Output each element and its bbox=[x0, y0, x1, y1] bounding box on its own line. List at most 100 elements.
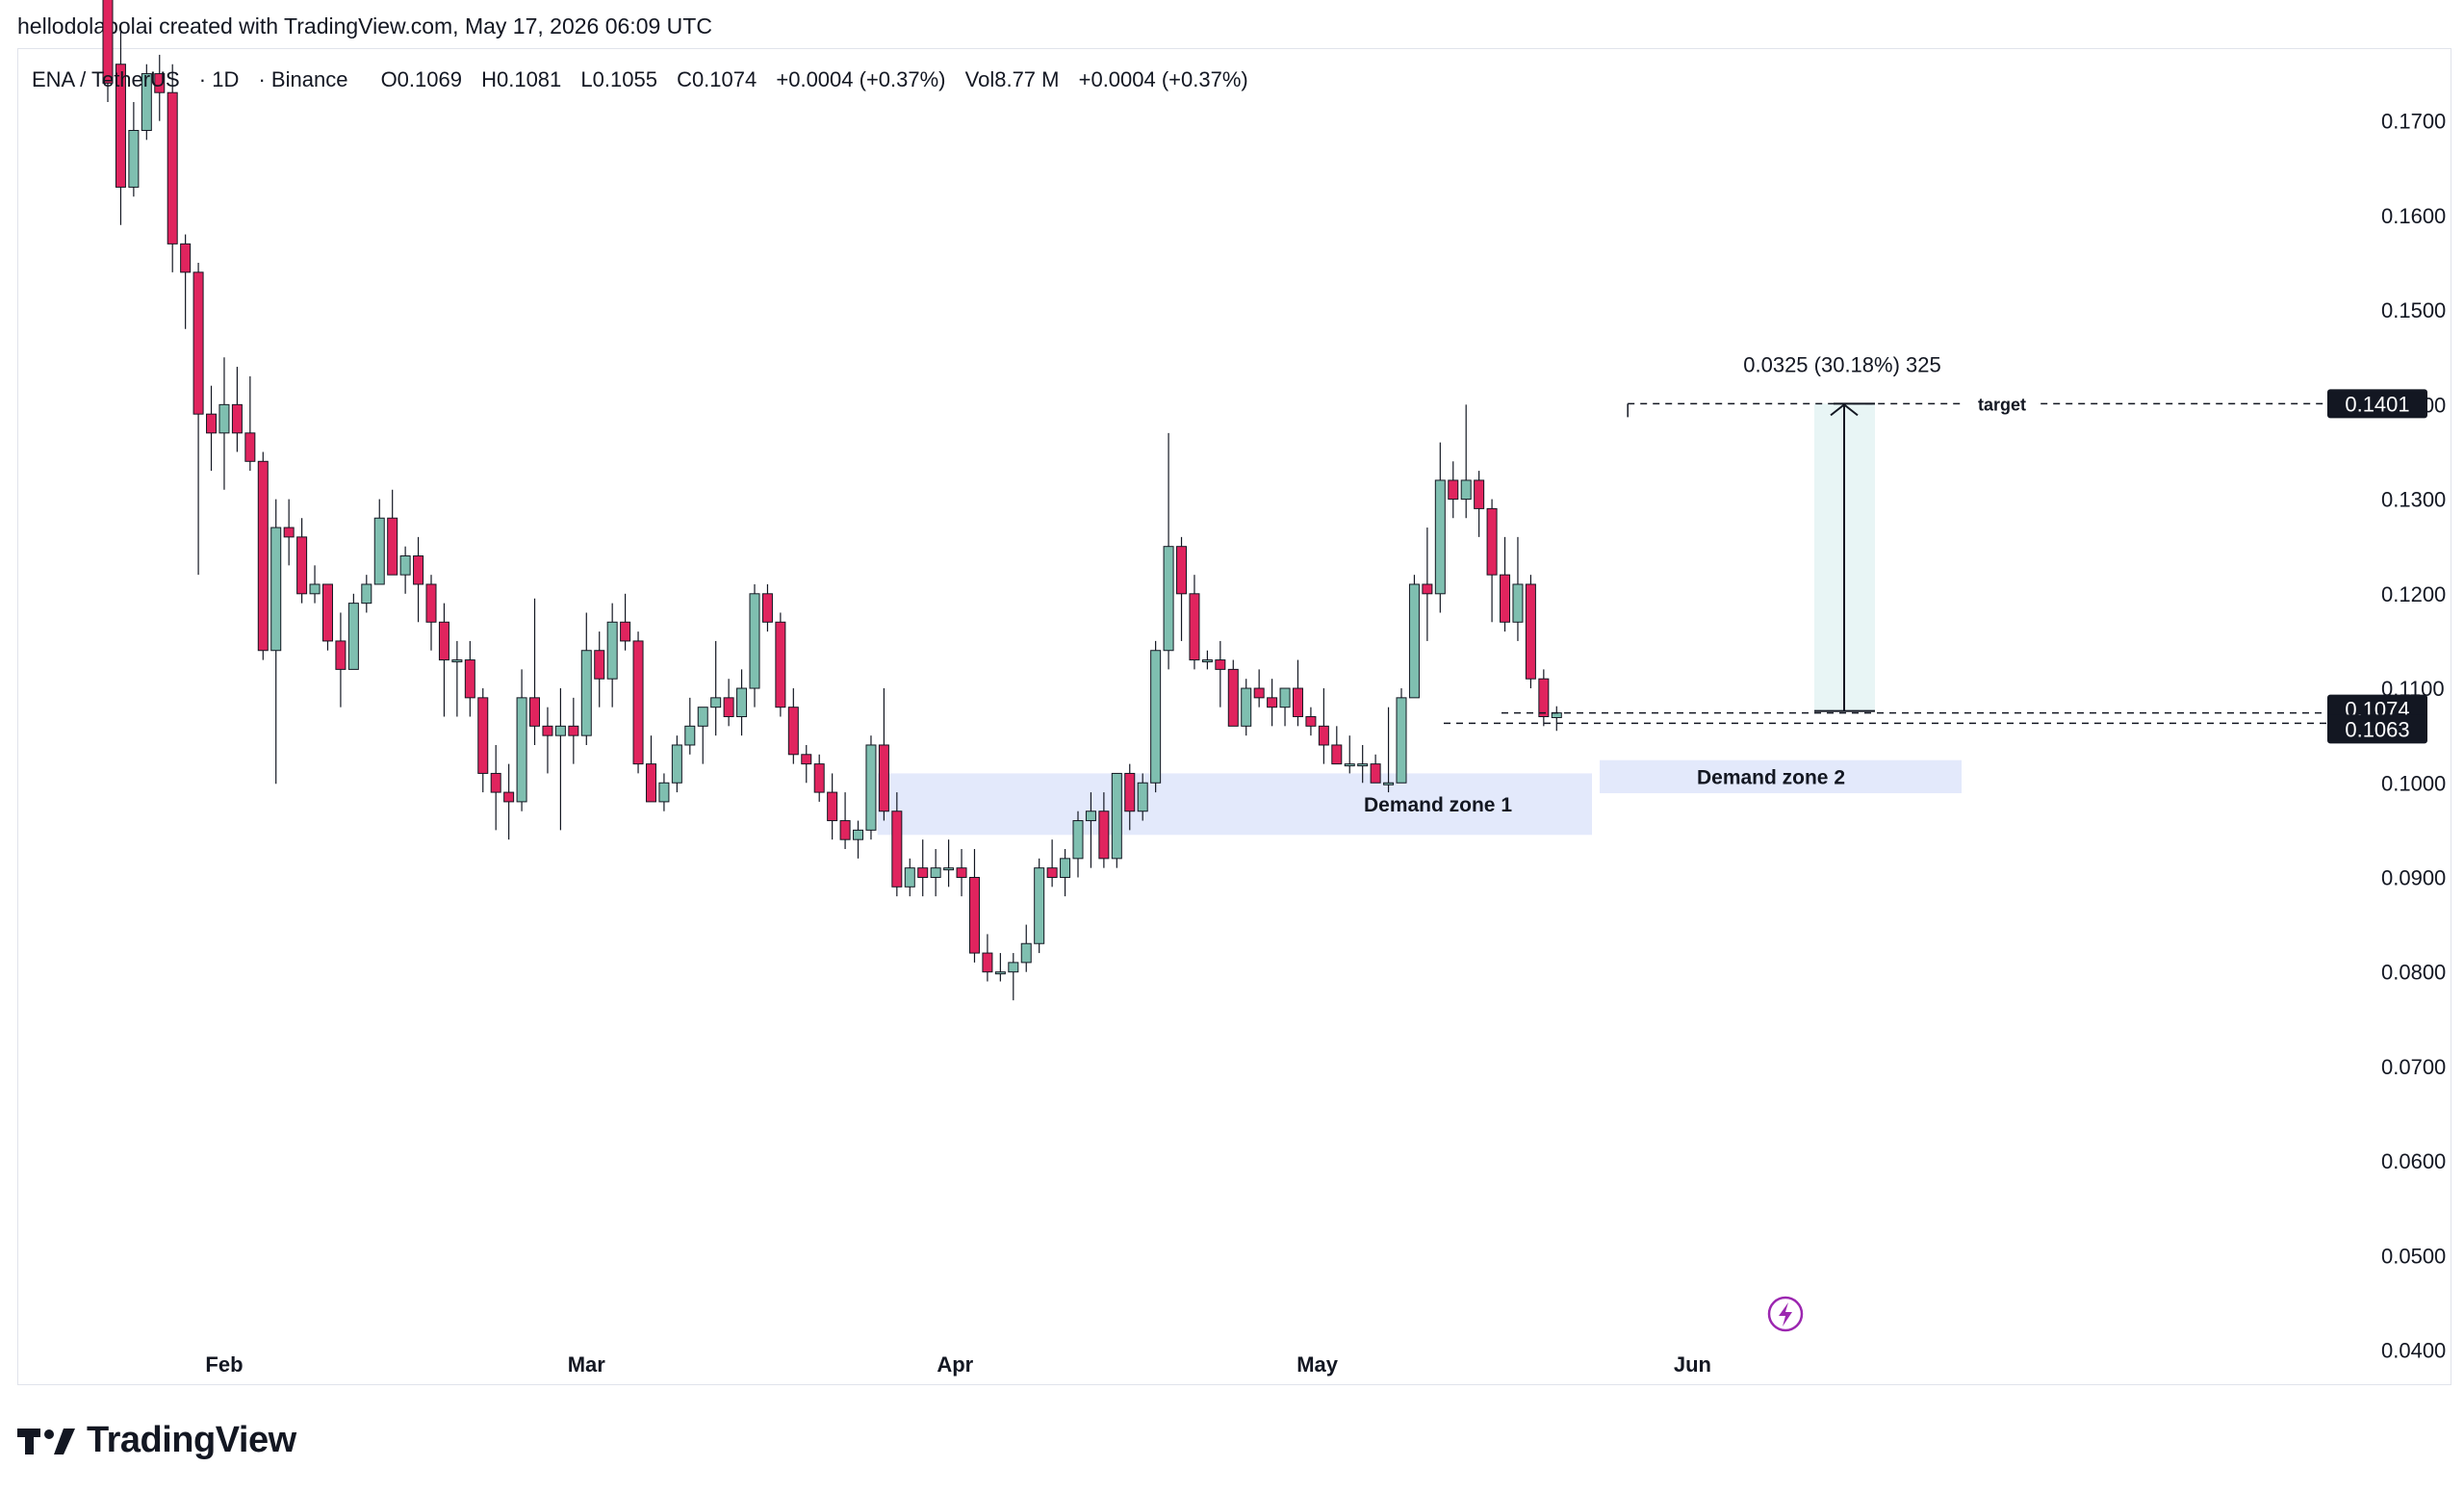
candle bbox=[1318, 688, 1329, 764]
legend-symbol[interactable]: ENA / TetherUS · 1D · Binance bbox=[32, 67, 348, 91]
candle-body bbox=[180, 243, 192, 273]
candle-body bbox=[580, 650, 592, 736]
candle-body bbox=[1227, 668, 1239, 727]
candle-body bbox=[206, 413, 218, 434]
measure-layer: 0.0325 (30.18%) 325 bbox=[1743, 352, 1941, 712]
candle-body bbox=[1383, 782, 1395, 785]
candle bbox=[1046, 839, 1058, 888]
y-tick-label: 0.0700 bbox=[2381, 1055, 2446, 1079]
candle bbox=[1267, 679, 1278, 727]
candle-body bbox=[425, 583, 437, 623]
candle bbox=[167, 64, 178, 272]
candle-body bbox=[1525, 583, 1536, 680]
candle-body bbox=[335, 640, 346, 670]
candle bbox=[257, 451, 269, 660]
candle-body bbox=[231, 403, 243, 434]
candle-body bbox=[1434, 479, 1446, 595]
candle bbox=[801, 744, 812, 784]
candle bbox=[1292, 659, 1303, 727]
candle-body bbox=[1137, 782, 1148, 812]
flash-icon bbox=[1767, 1296, 1804, 1332]
candle-body bbox=[1020, 942, 1032, 964]
candle-body bbox=[710, 697, 722, 708]
candle-body bbox=[141, 73, 152, 131]
candle bbox=[1344, 735, 1355, 774]
candle-body bbox=[878, 744, 889, 812]
candle-body bbox=[1318, 725, 1329, 746]
x-tick-label: Feb bbox=[205, 1352, 243, 1377]
candle bbox=[697, 707, 708, 764]
candle-body bbox=[1150, 650, 1162, 784]
candle bbox=[1111, 772, 1122, 868]
candle-body bbox=[154, 73, 166, 93]
candle bbox=[425, 575, 437, 651]
candle-body bbox=[1422, 583, 1433, 595]
candle-body bbox=[1060, 858, 1071, 878]
candle bbox=[1060, 849, 1071, 897]
candle bbox=[930, 849, 941, 897]
candle bbox=[1474, 471, 1485, 537]
price-label: 0.1401 bbox=[2345, 392, 2409, 416]
x-tick-label: Jun bbox=[1674, 1352, 1711, 1377]
candle-body bbox=[438, 621, 449, 661]
candle bbox=[606, 603, 618, 708]
candle bbox=[1034, 858, 1045, 954]
candle bbox=[554, 688, 566, 831]
y-tick-label: 0.0400 bbox=[2381, 1339, 2446, 1363]
candle-body bbox=[1176, 546, 1188, 595]
candle bbox=[154, 54, 166, 121]
candle-body bbox=[1512, 583, 1524, 623]
candle bbox=[218, 357, 230, 490]
candle-body bbox=[1253, 687, 1265, 699]
candle bbox=[865, 735, 877, 840]
y-tick-label: 0.0500 bbox=[2381, 1244, 2446, 1268]
candle-body bbox=[917, 867, 929, 878]
chart-caption: hellodolapolai created with TradingView.… bbox=[17, 13, 712, 39]
candle bbox=[1072, 811, 1084, 878]
candle bbox=[723, 679, 734, 727]
candle-body bbox=[1034, 867, 1045, 944]
candle bbox=[1085, 792, 1096, 868]
candle bbox=[853, 820, 864, 859]
candle bbox=[1512, 536, 1524, 641]
candle-body bbox=[865, 744, 877, 831]
candle-body bbox=[787, 707, 799, 756]
candle bbox=[347, 593, 359, 670]
candle bbox=[115, 26, 126, 225]
candle bbox=[128, 102, 140, 197]
candle bbox=[231, 367, 243, 452]
chart-frame[interactable] bbox=[17, 48, 2451, 1385]
candle bbox=[387, 489, 398, 576]
symbol-legend[interactable]: ENA / TetherUS · 1D · Binance O0.1069 H0… bbox=[32, 67, 1262, 92]
candle-body bbox=[930, 867, 941, 878]
candle-body bbox=[1448, 479, 1459, 501]
candle bbox=[1396, 688, 1407, 784]
candle bbox=[1370, 754, 1381, 784]
candle bbox=[1124, 763, 1136, 831]
y-tick-label: 0.0600 bbox=[2381, 1149, 2446, 1173]
candle bbox=[775, 612, 786, 717]
candle-body bbox=[1292, 687, 1303, 718]
candle bbox=[1098, 792, 1110, 868]
candle bbox=[917, 839, 929, 897]
candle bbox=[1215, 640, 1226, 708]
candle-body bbox=[813, 763, 825, 793]
candle-body bbox=[891, 811, 903, 888]
tradingview-logo[interactable]: TradingView bbox=[17, 1420, 296, 1461]
candle-body bbox=[968, 876, 980, 954]
candle-body bbox=[296, 536, 308, 595]
candle-body bbox=[1357, 763, 1369, 767]
tradingview-logo-text: TradingView bbox=[87, 1420, 296, 1460]
candle-body bbox=[270, 527, 282, 652]
candle bbox=[878, 688, 889, 821]
candle-body bbox=[542, 725, 553, 736]
candle bbox=[1357, 744, 1369, 784]
axis-layer: 0.17000.16000.15000.14000.13000.12000.11… bbox=[205, 110, 2446, 1377]
candle bbox=[1383, 707, 1395, 793]
candle-body bbox=[347, 603, 359, 670]
candle-body bbox=[1474, 479, 1485, 509]
candle bbox=[1253, 669, 1265, 708]
candle bbox=[529, 598, 541, 745]
candle-body bbox=[606, 621, 618, 680]
